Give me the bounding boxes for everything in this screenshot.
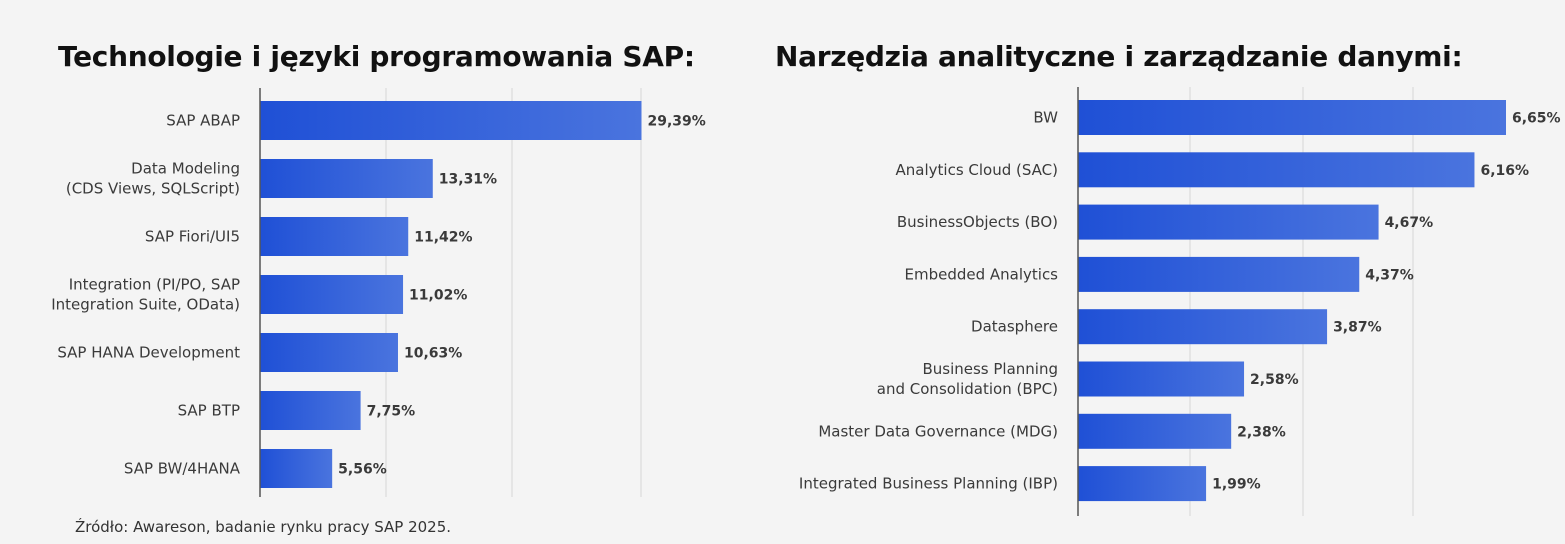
category-label: and Consolidation (BPC) <box>877 380 1058 398</box>
category-label: Integration Suite, OData) <box>51 296 240 314</box>
bar <box>260 333 398 372</box>
value-label: 13,31% <box>439 172 497 188</box>
value-label: 5,56% <box>338 462 387 478</box>
category-label: BW <box>1033 109 1058 127</box>
bar <box>1078 466 1207 502</box>
value-label: 2,58% <box>1250 372 1299 388</box>
bar <box>1078 413 1232 449</box>
category-label: Datasphere <box>971 318 1058 336</box>
bar <box>1078 204 1379 240</box>
value-label: 3,87% <box>1333 320 1382 336</box>
category-label: BusinessObjects (BO) <box>897 213 1058 231</box>
value-label: 11,42% <box>414 230 472 246</box>
value-label: 4,67% <box>1385 215 1434 231</box>
category-label: Data Modeling <box>131 160 240 178</box>
bar <box>1078 309 1328 345</box>
value-label: 7,75% <box>367 404 416 420</box>
category-label: SAP ABAP <box>166 112 240 130</box>
source-note: Źródło: Awareson, badanie rynku pracy SA… <box>75 518 452 536</box>
chart-title-technologies: Technologie i języki programowania SAP: <box>58 40 695 73</box>
category-label: Integrated Business Planning (IBP) <box>799 475 1058 493</box>
bar <box>1078 361 1245 397</box>
value-label: 29,39% <box>648 114 706 130</box>
bar <box>260 159 433 198</box>
value-label: 2,38% <box>1237 424 1286 440</box>
category-label: (CDS Views, SQLScript) <box>66 180 240 198</box>
value-label: 11,02% <box>409 288 467 304</box>
bar <box>260 101 642 140</box>
bar <box>260 449 333 488</box>
category-label: Integration (PI/PO, SAP <box>69 276 240 294</box>
bar <box>260 217 409 256</box>
chart-title-analytics: Narzędzia analityczne i zarządzanie dany… <box>775 40 1463 73</box>
bar <box>1078 256 1360 292</box>
value-label: 10,63% <box>404 346 462 362</box>
category-label: Master Data Governance (MDG) <box>818 422 1058 440</box>
bar <box>260 391 361 430</box>
bar <box>1078 100 1506 135</box>
category-label: SAP BTP <box>178 402 240 420</box>
category-label: SAP BW/4HANA <box>124 460 241 478</box>
category-label: Embedded Analytics <box>904 265 1058 283</box>
bar <box>260 275 404 314</box>
value-label: 6,16% <box>1480 163 1529 179</box>
value-label: 6,65% <box>1512 111 1561 127</box>
category-label: SAP HANA Development <box>57 344 240 362</box>
bar <box>1078 152 1475 188</box>
category-label: SAP Fiori/UI5 <box>145 228 240 246</box>
category-label: Business Planning <box>922 360 1058 378</box>
value-label: 1,99% <box>1212 477 1261 493</box>
category-label: Analytics Cloud (SAC) <box>896 161 1058 179</box>
value-label: 4,37% <box>1365 267 1414 283</box>
